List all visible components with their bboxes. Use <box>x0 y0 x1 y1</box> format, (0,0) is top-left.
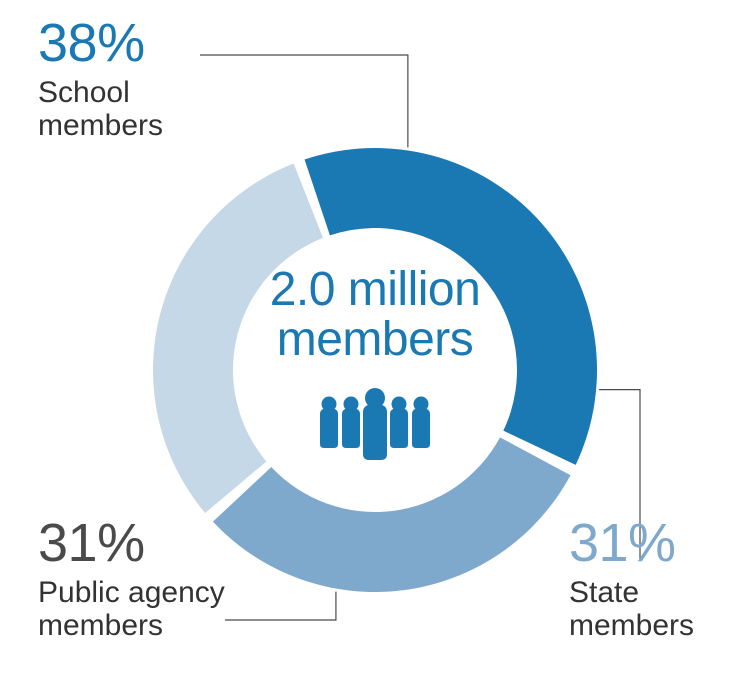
center-line1: 2.0 million <box>270 263 481 316</box>
slice-state <box>213 437 571 592</box>
people-group-icon <box>320 388 430 460</box>
public-label: Public agencymembers <box>38 576 225 642</box>
school-pct: 38% <box>38 16 163 70</box>
callout-public: 31% Public agencymembers <box>38 516 225 642</box>
public-pct: 31% <box>38 516 225 570</box>
donut-chart: 2.0 million members 38% Schoolmembers 31… <box>0 0 750 694</box>
school-label: Schoolmembers <box>38 76 163 142</box>
callout-state: 31% Statemembers <box>569 516 694 642</box>
state-pct: 31% <box>569 516 694 570</box>
center-line2: members <box>277 313 474 366</box>
state-label: Statemembers <box>569 576 694 642</box>
callout-school: 38% Schoolmembers <box>38 16 163 142</box>
